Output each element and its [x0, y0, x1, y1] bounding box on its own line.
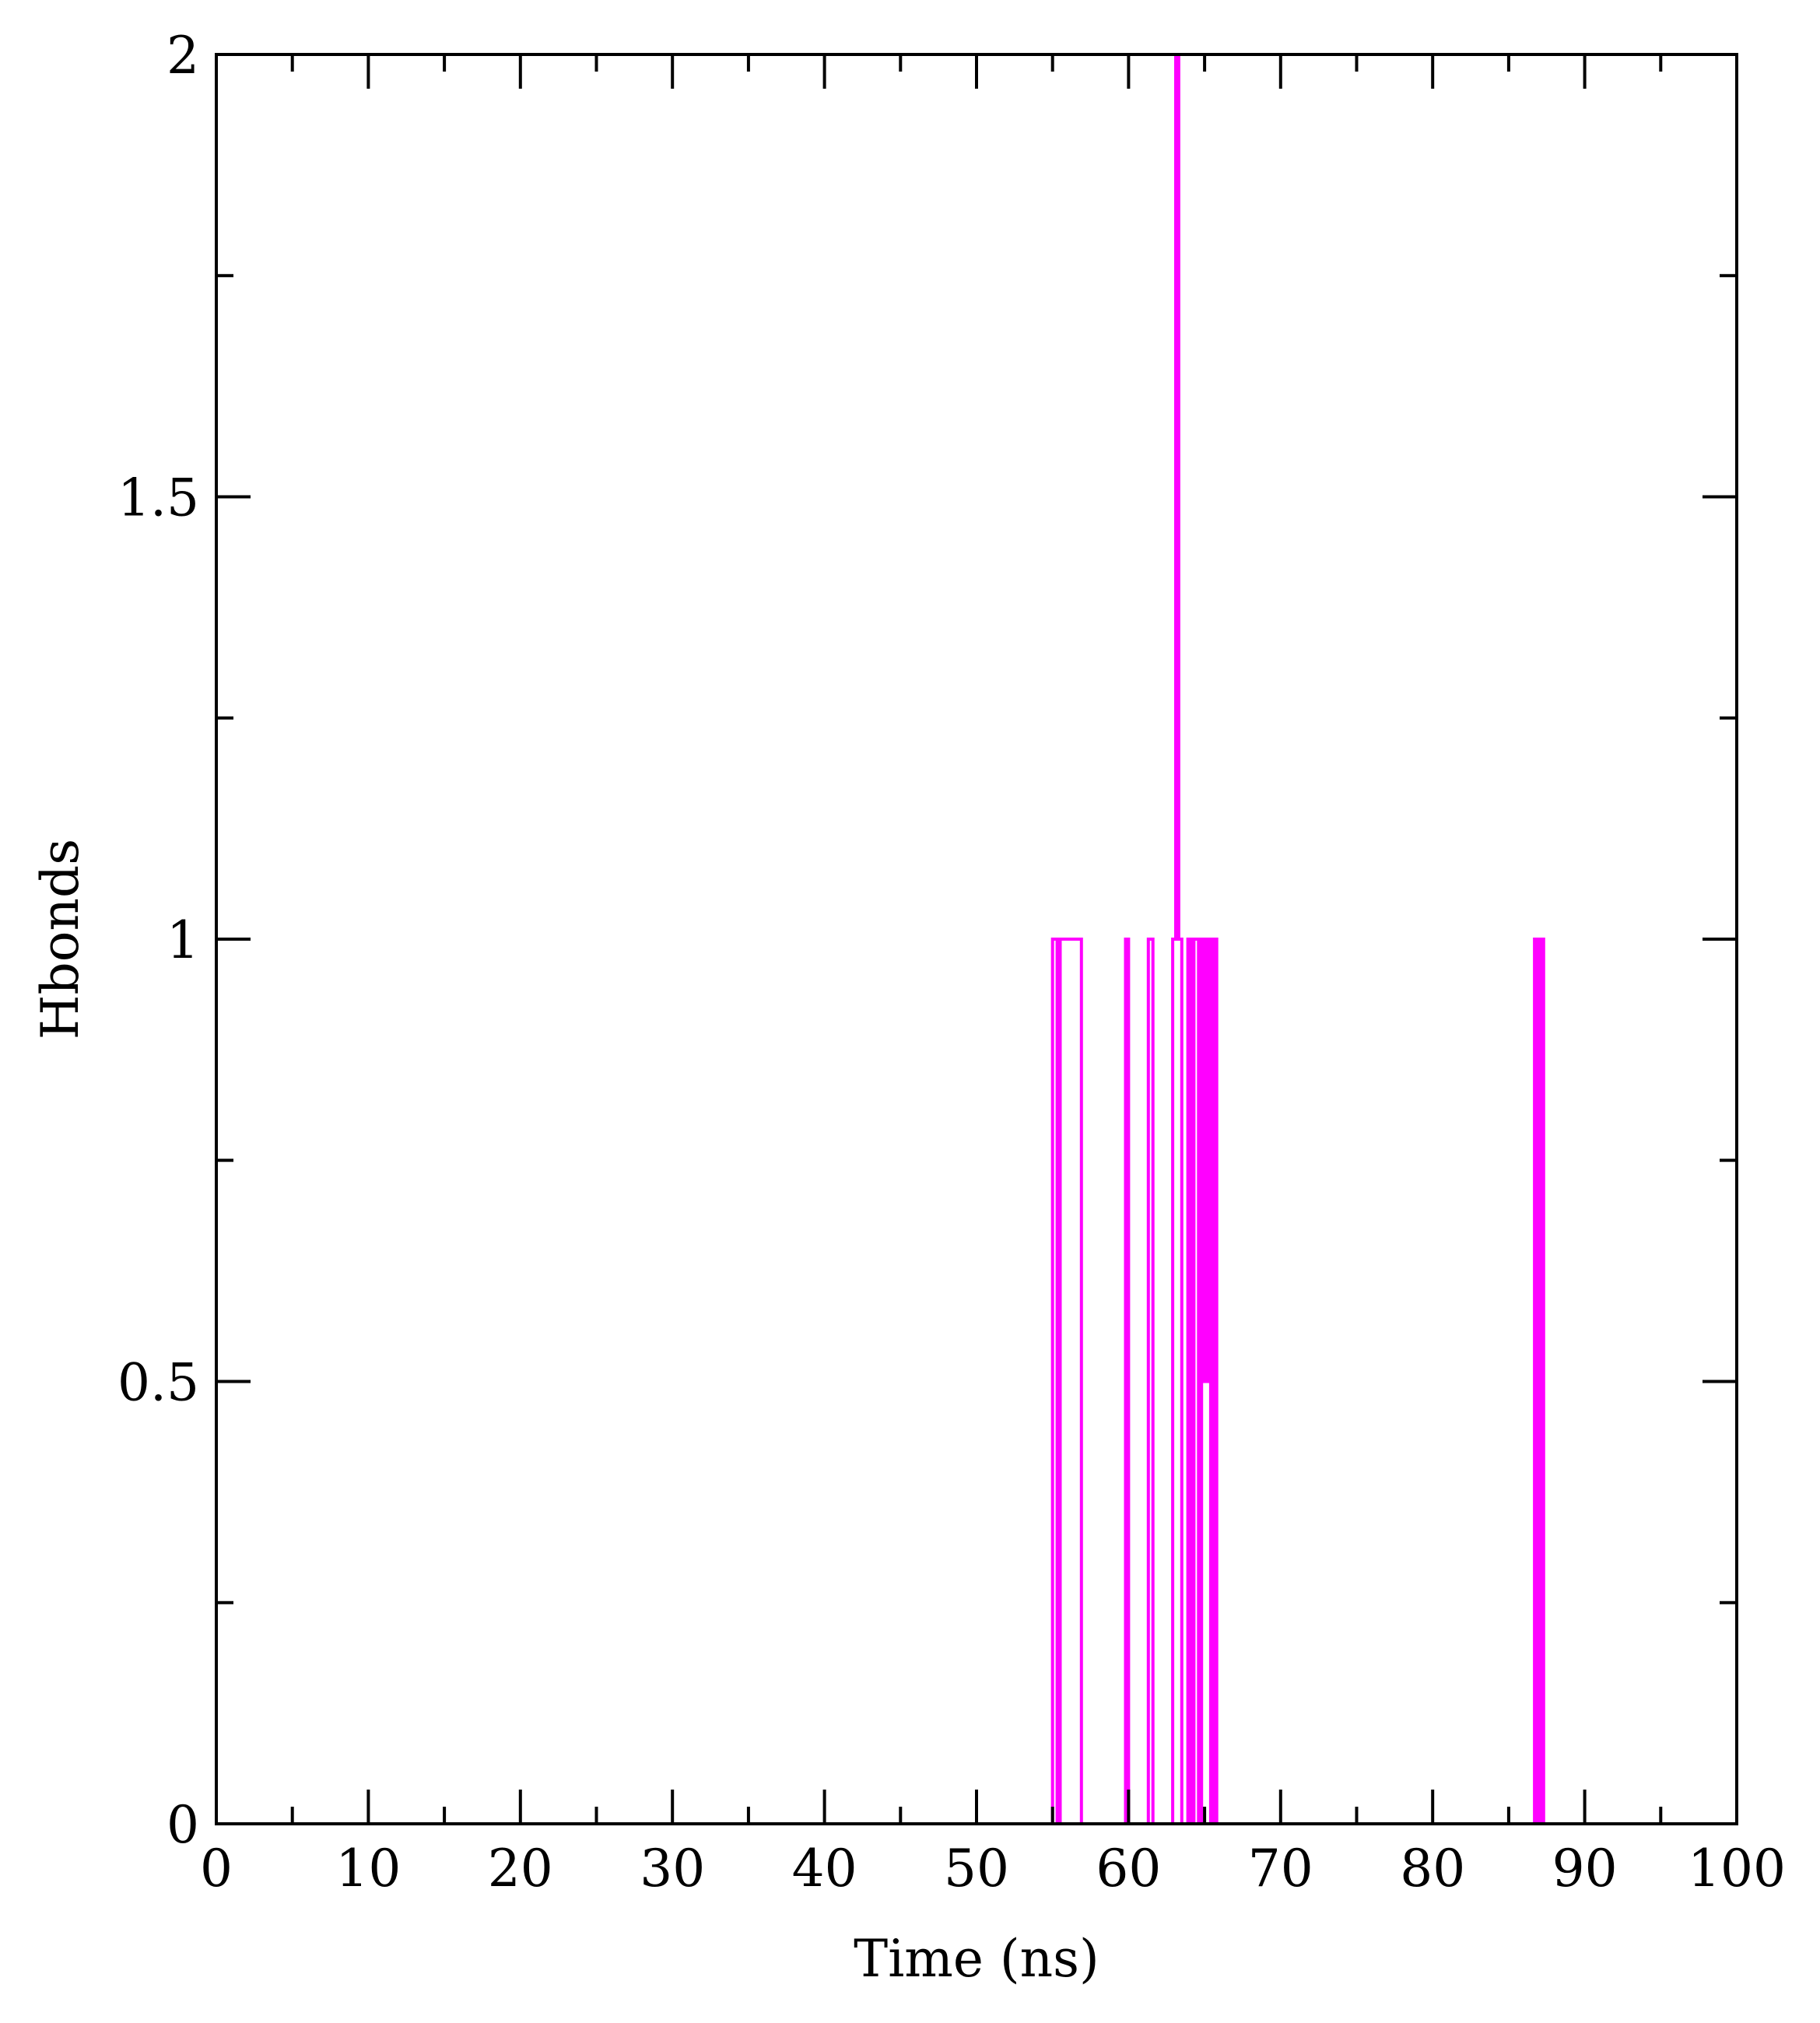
x-tick-label: 60 [1096, 1839, 1161, 1899]
x-tick-label: 0 [200, 1839, 233, 1899]
y-tick-label: 0.5 [117, 1353, 199, 1413]
y-tick-label: 1 [167, 910, 199, 970]
x-tick-label: 30 [640, 1839, 705, 1899]
y-tick-label: 1.5 [117, 468, 199, 528]
y-tick-label: 2 [167, 26, 199, 86]
x-tick-label: 10 [335, 1839, 401, 1899]
x-tick-label: 80 [1400, 1839, 1465, 1899]
x-tick-label: 70 [1248, 1839, 1313, 1899]
plot-frame [215, 53, 1738, 1825]
x-tick-label: 40 [792, 1839, 857, 1899]
y-tick-label: 0 [167, 1795, 199, 1855]
labels-layer: 0 10 20 30 40 50 60 70 80 90 100 0 0.5 1 1.5 2 [117, 26, 1786, 1899]
x-axis-title: Time (ns) [854, 1929, 1099, 1989]
x-tick-label: 90 [1552, 1839, 1618, 1899]
y-axis-title: Hbonds [30, 839, 90, 1040]
x-tick-label: 100 [1688, 1839, 1786, 1899]
x-tick-label: 50 [944, 1839, 1009, 1899]
x-tick-label: 20 [488, 1839, 553, 1899]
